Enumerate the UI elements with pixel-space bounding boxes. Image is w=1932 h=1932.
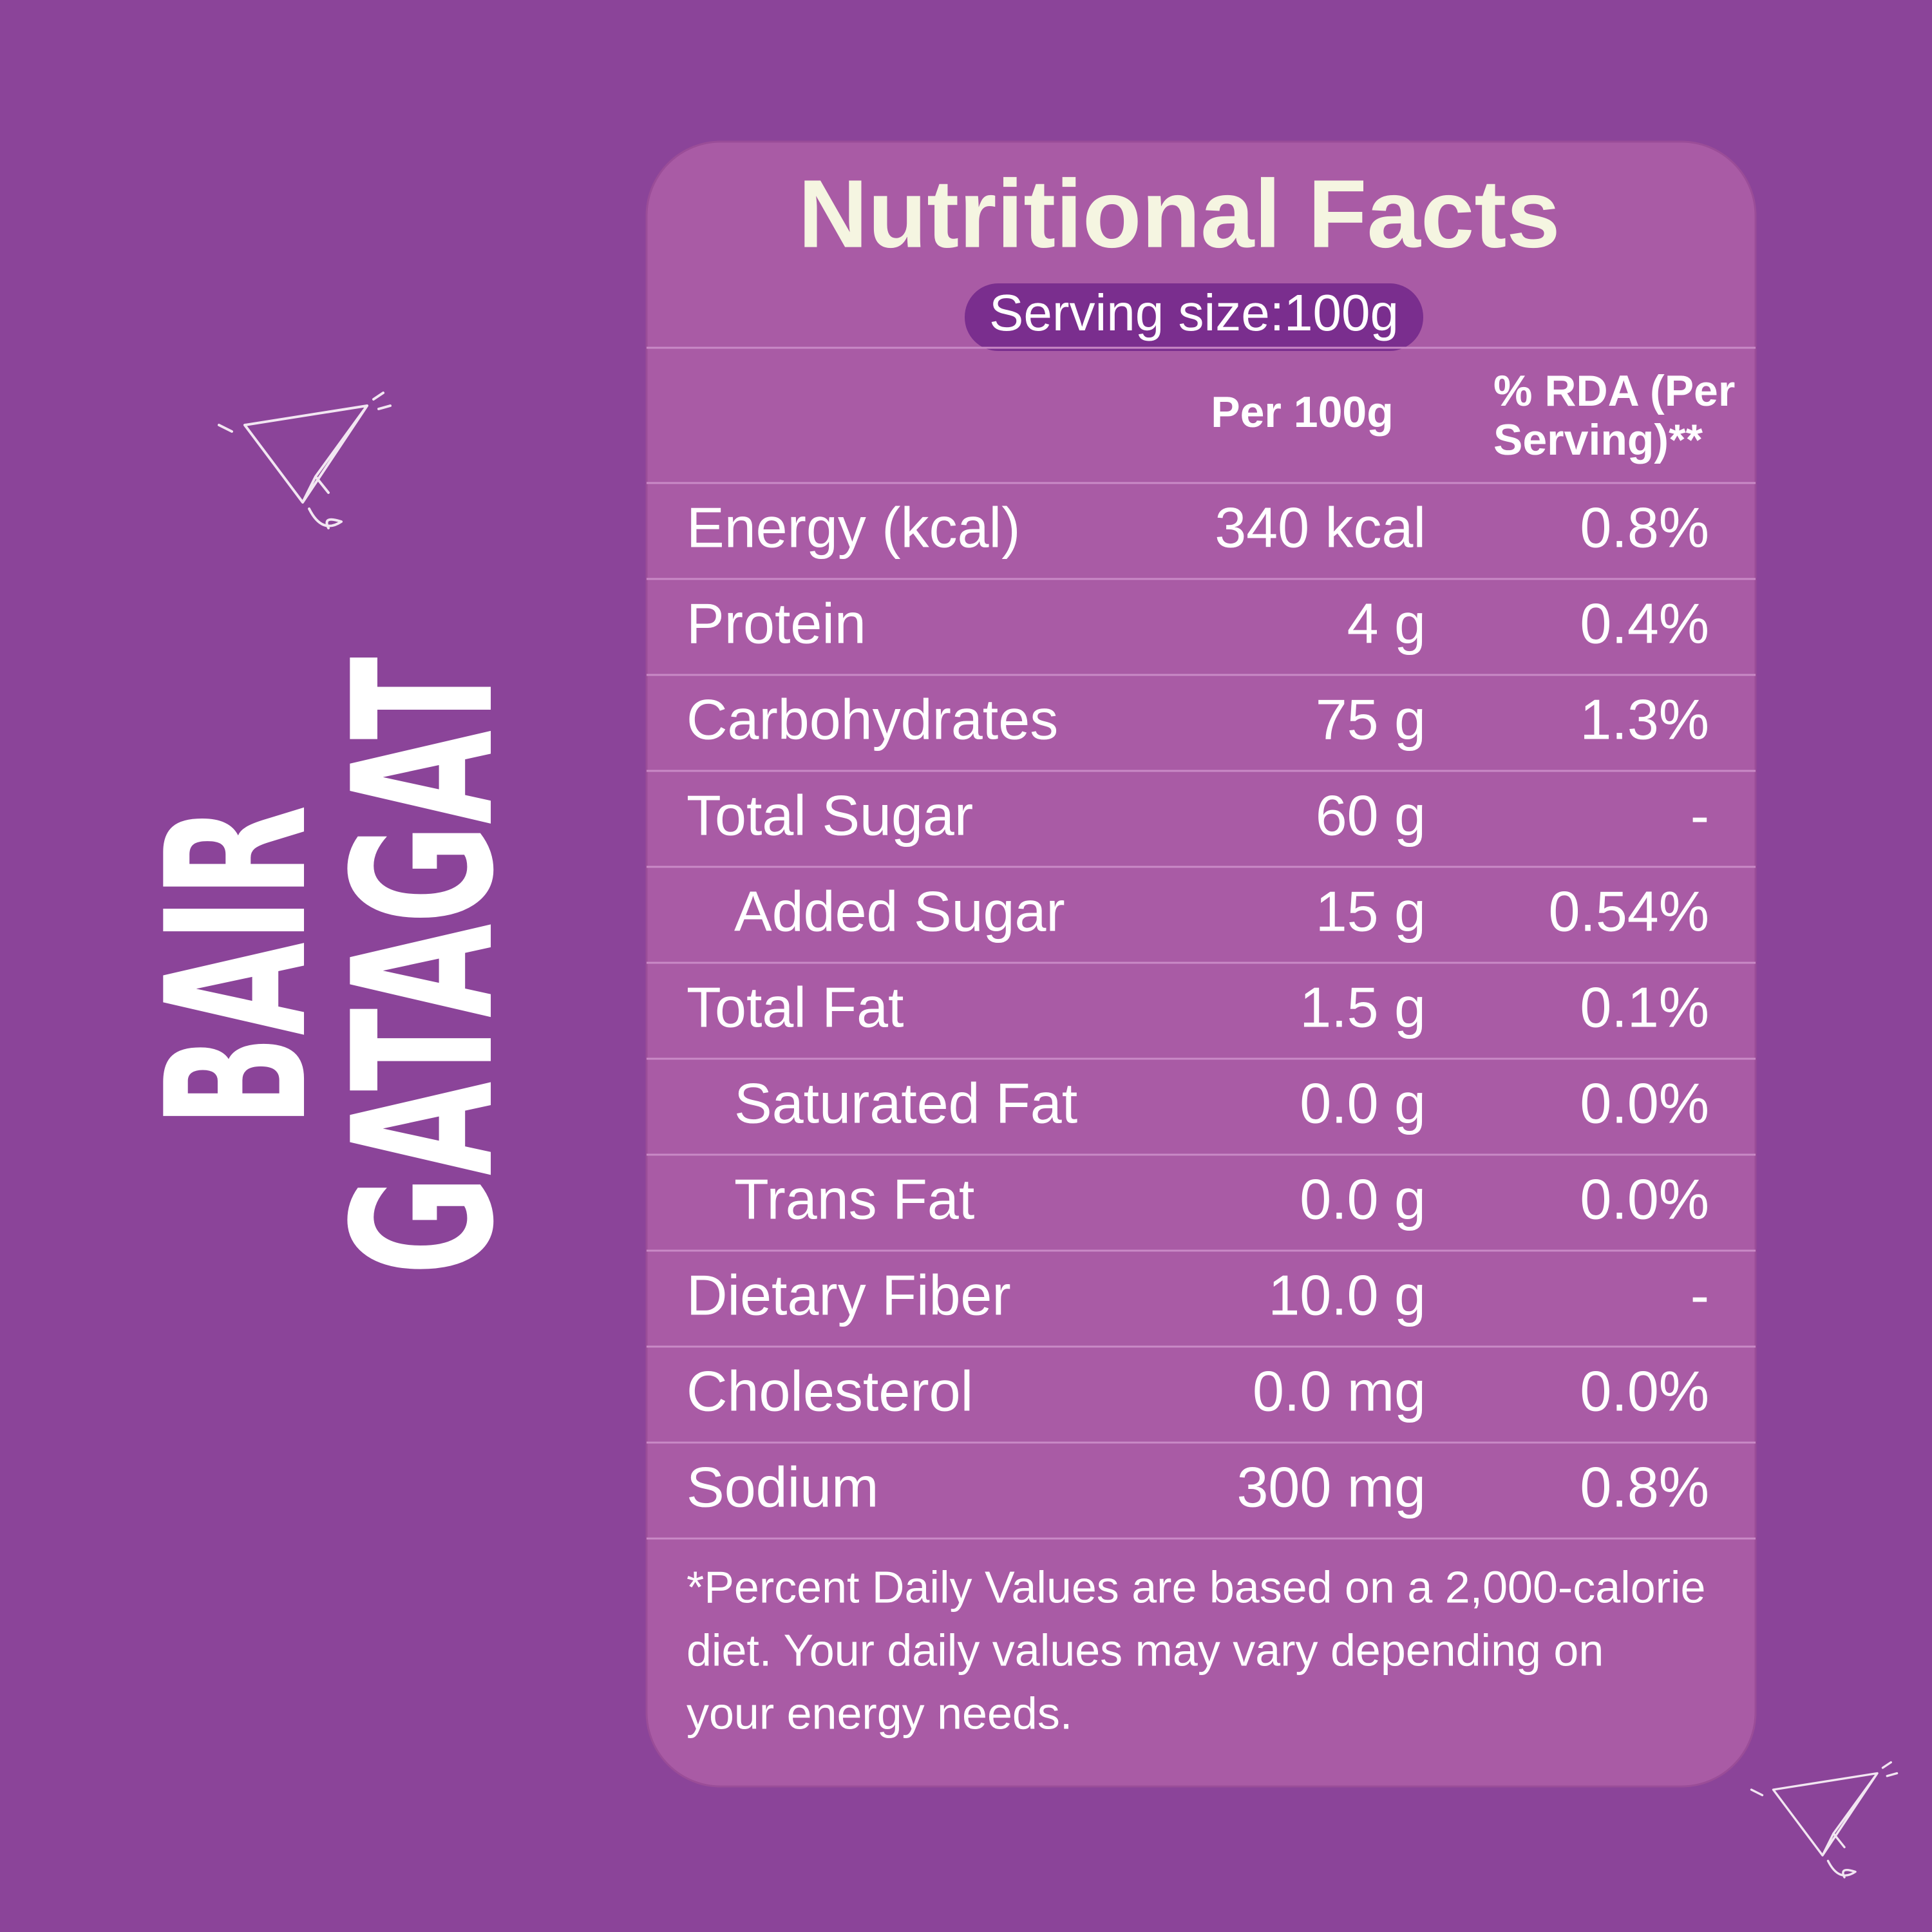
rda: 0.8%	[1580, 495, 1709, 559]
footnote-line: diet. Your daily values may vary dependi…	[687, 1625, 1604, 1675]
paper-plane	[218, 392, 392, 529]
title: Nutritional Facts	[798, 160, 1560, 268]
paper-plane	[1750, 1761, 1899, 1879]
per-100g: 10.0 g	[1268, 1263, 1426, 1327]
nutrient-name: Trans Fat	[734, 1167, 974, 1231]
per-100g: 0.0 mg	[1253, 1359, 1426, 1423]
per-100g: 60 g	[1316, 783, 1426, 847]
nutrient-name: Added Sugar	[734, 879, 1065, 943]
footnote-line: your energy needs.	[687, 1688, 1072, 1738]
rda: 0.0%	[1580, 1167, 1709, 1231]
per-100g: 0.0 g	[1300, 1167, 1426, 1231]
column-header: Per 100g	[1211, 388, 1394, 437]
nutrient-name: Cholesterol	[687, 1359, 973, 1423]
facts-card	[645, 140, 1757, 1788]
table-body: Energy (kcal) 340 kcal 0.8% Protein 4 g 0.4% C…	[647, 495, 1756, 1540]
nutrient-name: Dietary Fiber	[687, 1263, 1011, 1327]
footnote: *Percent Daily Values are based on a 2,0…	[687, 1562, 1705, 1738]
rda: 0.8%	[1580, 1455, 1709, 1519]
per-100g: 340 kcal	[1215, 495, 1426, 559]
brand-line: GATAGAT	[312, 656, 536, 1275]
rda: 1.3%	[1580, 687, 1709, 751]
nutrient-name: Energy (kcal)	[687, 495, 1020, 559]
rda: -	[1690, 783, 1709, 847]
column-header: Serving)**	[1493, 415, 1703, 464]
nutrient-name: Sodium	[687, 1455, 878, 1519]
per-100g: 1.5 g	[1300, 975, 1426, 1039]
brand-line: BAIR	[125, 805, 350, 1127]
per-100g: 15 g	[1316, 879, 1426, 943]
rda: 0.4%	[1580, 591, 1709, 655]
per-100g: 0.0 g	[1300, 1071, 1426, 1135]
column-header: % RDA (Per	[1493, 366, 1735, 415]
nutrient-name: Protein	[687, 591, 866, 655]
per-100g: 300 mg	[1236, 1455, 1426, 1519]
per-100g: 75 g	[1316, 687, 1426, 751]
footnote-line: *Percent Daily Values are based on a 2,0…	[687, 1562, 1705, 1612]
rda: 0.0%	[1580, 1359, 1709, 1423]
serving-pill	[965, 283, 1423, 351]
rda: -	[1690, 1263, 1709, 1327]
rda: 0.54%	[1548, 879, 1709, 943]
rda: 0.0%	[1580, 1071, 1709, 1135]
per-100g: 4 g	[1347, 591, 1426, 655]
nutrient-name: Total Sugar	[687, 783, 973, 847]
nutrient-name: Saturated Fat	[734, 1071, 1077, 1135]
nutrient-name: Total Fat	[687, 975, 904, 1039]
rda: 0.1%	[1580, 975, 1709, 1039]
nutrient-name: Carbohydrates	[687, 687, 1058, 751]
serving-size: Serving size:100g	[989, 284, 1399, 341]
